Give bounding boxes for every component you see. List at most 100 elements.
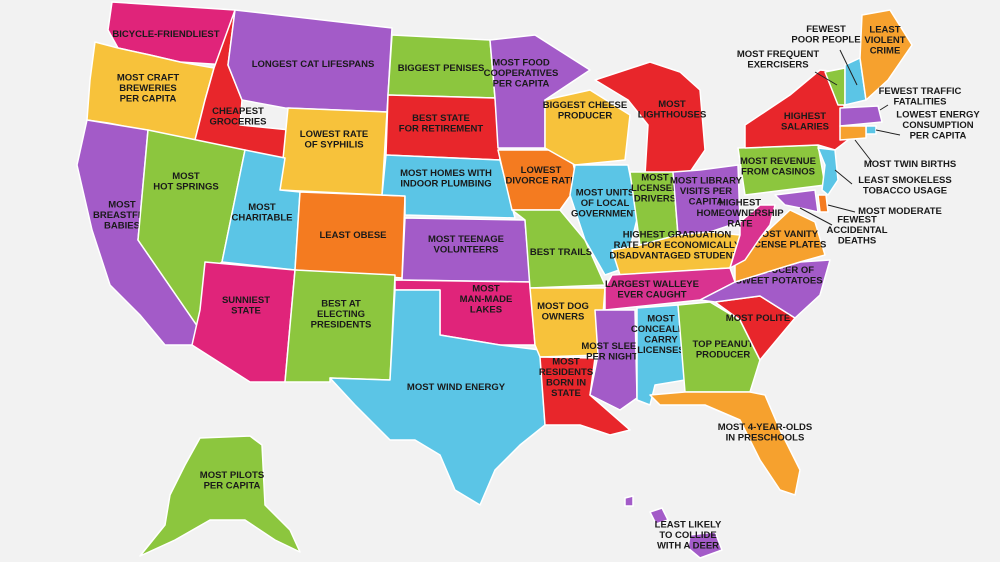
callout-label-NJ: LEAST SMOKELESS TOBACCO USAGE (858, 175, 951, 197)
state-shape-WY[interactable] (279, 107, 388, 196)
callout-MD: FEWEST ACCIDENTAL DEATHS (799, 207, 888, 247)
state-NJ[interactable] (817, 147, 839, 196)
state-shape-AR[interactable] (529, 287, 606, 358)
state-shape-WI[interactable] (544, 89, 631, 166)
state-FL[interactable]: MOST 4-YEAR-OLDS IN PRESCHOOLS (649, 391, 812, 496)
state-label-NV: MOST HOT SPRINGS (153, 171, 218, 193)
state-IN[interactable]: MOST LICENSED DRIVERS (629, 171, 679, 246)
state-shape-AK[interactable] (139, 435, 301, 557)
state-MS[interactable]: MOST SLEEP PER NIGHT (581, 309, 643, 411)
callout-MA: FEWEST TRAFFIC FATALITIES (879, 86, 962, 111)
state-OR[interactable]: MOST CRAFT BREWERIES PER CAPITA (86, 41, 215, 141)
state-label-OK: MOST MAN-MADE LAKES (460, 284, 513, 316)
state-ME[interactable]: LEAST VIOLENT CRIME (859, 9, 913, 101)
callout-RI: LOWEST ENERGY CONSUMPTION PER CAPITA (875, 110, 980, 142)
state-label-KY: HIGHEST GRADUATION RATE FOR ECONOMICALLY D… (609, 230, 744, 262)
state-label-TN: LARGEST WALLEYE EVER CAUGHT (605, 279, 699, 301)
state-shape-FL[interactable] (649, 391, 801, 496)
state-shape-LA[interactable] (539, 356, 631, 436)
state-ND[interactable]: BIGGEST PENISES (387, 34, 496, 99)
callout-label-VT: MOST FREQUENT EXERCISERS (737, 49, 820, 71)
state-RI[interactable] (865, 125, 877, 135)
state-SD[interactable]: BEST STATE FOR RETIREMENT (385, 94, 501, 161)
state-shape-TX[interactable] (329, 289, 546, 506)
state-shape-MI[interactable] (594, 61, 706, 176)
state-label-TX: MOST WIND ENERGY (407, 382, 506, 393)
callout-label-MA: FEWEST TRAFFIC FATALITIES (879, 86, 962, 108)
state-MD[interactable] (774, 189, 819, 213)
state-AR[interactable]: MOST DOG OWNERS (529, 287, 606, 358)
state-label-AZ: SUNNIEST STATE (222, 295, 270, 317)
state-shape-HI[interactable] (649, 507, 669, 525)
state-shape-RI[interactable] (865, 125, 877, 135)
state-label-ID: CHEAPEST GROCERIES (209, 106, 266, 128)
state-shape-MT[interactable] (227, 9, 393, 113)
callout-NH: FEWEST POOR PEOPLE (791, 24, 861, 86)
state-shape-MS[interactable] (589, 309, 638, 411)
state-DE[interactable] (817, 194, 829, 213)
state-MI[interactable]: MOST LIGHTHOUSES (594, 61, 707, 176)
callout-label-RI: LOWEST ENERGY CONSUMPTION PER CAPITA (896, 110, 980, 142)
state-shape-MD[interactable] (774, 189, 819, 213)
state-CO[interactable]: LEAST OBESE (294, 191, 406, 279)
state-shape-ME[interactable] (859, 9, 913, 101)
state-label-CO: LEAST OBESE (319, 230, 386, 241)
state-label-WV: HIGHEST HOMEOWNERSHIP RATE (696, 198, 784, 230)
state-label-MN: MOST FOOD COOPERATIVES PER CAPITA (484, 58, 559, 90)
state-UT[interactable]: MOST CHARITABLE (221, 149, 301, 271)
callout-label-CT: MOST TWIN BIRTHS (864, 159, 956, 170)
state-label-OH: MOST LIBRARY VISITS PER CAPITA (670, 176, 743, 208)
state-label-FL: MOST 4-YEAR-OLDS IN PRESCHOOLS (718, 422, 812, 444)
state-label-ME: LEAST VIOLENT CRIME (864, 25, 905, 57)
state-label-VA: MOST VANITY LICENSE PLATES (746, 229, 827, 251)
state-HI[interactable]: LEAST LIKELY TO COLLIDE WITH A DEER (624, 495, 723, 559)
state-MA[interactable] (839, 105, 883, 127)
state-MO[interactable]: BEST TRAILS (511, 209, 606, 289)
state-label-LA: MOST RESIDENTS BORN IN STATE (539, 356, 593, 399)
state-MT[interactable]: LONGEST CAT LIFESPANS (227, 9, 393, 113)
state-label-KS: MOST TEENAGE VOLUNTEERS (428, 234, 504, 256)
state-shape-HI[interactable] (687, 531, 723, 559)
state-WI[interactable]: BIGGEST CHEESE PRODUCER (543, 89, 631, 166)
callout-CT: MOST TWIN BIRTHS (854, 139, 956, 170)
state-NM[interactable]: BEST AT ELECTING PRESIDENTS (284, 269, 396, 383)
callout-label-DE: MOST MODERATE (858, 206, 942, 217)
state-label-MI: MOST LIGHTHOUSES (638, 99, 707, 121)
state-label-ND: BIGGEST PENISES (398, 63, 485, 74)
state-shape-HI[interactable] (624, 495, 634, 507)
state-shape-MO[interactable] (511, 209, 606, 289)
state-label-OR: MOST CRAFT BREWERIES PER CAPITA (117, 73, 179, 105)
state-CT[interactable] (839, 125, 867, 141)
state-label-NM: BEST AT ELECTING PRESIDENTS (311, 299, 372, 331)
state-shape-MA[interactable] (839, 105, 883, 127)
state-TX[interactable]: MOST WIND ENERGY (329, 289, 546, 506)
state-shape-NJ[interactable] (817, 147, 839, 196)
state-AL[interactable]: MOST CONCEALED CARRY LICENSES (631, 304, 691, 406)
state-label-IA: LOWEST DIVORCE RATE (505, 165, 576, 187)
state-label-WA: BICYCLE-FRIENDLIEST (112, 29, 219, 40)
callout-label-MD: FEWEST ACCIDENTAL DEATHS (826, 215, 887, 247)
state-label-SD: BEST STATE FOR RETIREMENT (399, 113, 484, 135)
callout-label-NH: FEWEST POOR PEOPLE (791, 24, 860, 46)
callout-VT: MOST FREQUENT EXERCISERS (737, 49, 838, 86)
state-label-IN: MOST LICENSED DRIVERS (631, 173, 679, 205)
state-label-IL: MOST UNITS OF LOCAL GOVERNMENT (571, 188, 639, 220)
state-AK[interactable]: MOST PILOTS PER CAPITA (139, 435, 301, 557)
state-KS[interactable]: MOST TEENAGE VOLUNTEERS (401, 217, 531, 283)
state-shape-WV[interactable] (729, 204, 776, 269)
state-shape-DE[interactable] (817, 194, 829, 213)
state-label-MS: MOST SLEEP PER NIGHT (581, 341, 643, 363)
state-WY[interactable]: LOWEST RATE OF SYPHILIS (279, 107, 388, 196)
state-label-PA: MOST REVENUE FROM CASINOS (740, 156, 816, 178)
state-OH[interactable]: MOST LIBRARY VISITS PER CAPITA (670, 164, 743, 236)
state-LA[interactable]: MOST RESIDENTS BORN IN STATE (539, 356, 631, 436)
state-label-MO: BEST TRAILS (530, 247, 592, 258)
state-VA[interactable]: MOST VANITY LICENSE PLATES (734, 209, 827, 283)
state-label-WI: BIGGEST CHEESE PRODUCER (543, 100, 627, 122)
state-shape-VA[interactable] (734, 209, 826, 283)
state-label-NY: HIGHEST SALARIES (781, 111, 829, 133)
state-WV[interactable]: HIGHEST HOMEOWNERSHIP RATE (696, 198, 784, 269)
state-shape-CT[interactable] (839, 125, 867, 141)
state-label-AR: MOST DOG OWNERS (537, 301, 589, 323)
